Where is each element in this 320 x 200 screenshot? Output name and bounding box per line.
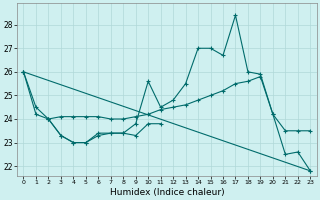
X-axis label: Humidex (Indice chaleur): Humidex (Indice chaleur) (109, 188, 224, 197)
